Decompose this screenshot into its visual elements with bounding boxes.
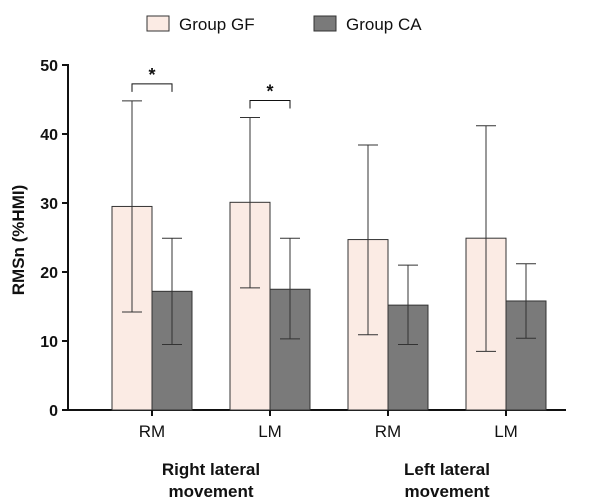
y-tick-label: 50	[40, 58, 58, 75]
x-tick-label: LM	[494, 422, 518, 441]
x-tick-label: RM	[375, 422, 401, 441]
legend-label: Group GF	[179, 15, 255, 34]
legend: Group GF Group CA	[146, 15, 422, 34]
y-tick-label: 10	[40, 334, 58, 351]
significance-bracket	[249, 99, 291, 109]
significance-bracket	[131, 83, 173, 92]
x-tick-label: LM	[258, 422, 282, 441]
x-tick-label: RM	[139, 422, 165, 441]
bar-group-ca	[151, 290, 193, 411]
bar-group-ca	[387, 304, 429, 411]
y-tick-label: 40	[40, 127, 58, 144]
group-label: Left lateral movement	[404, 460, 490, 497]
legend-swatch	[313, 15, 337, 32]
significance-marker: *	[148, 65, 155, 85]
legend-swatch	[146, 15, 170, 32]
plot-area: 0 10 20 30 40 50 RM LM RM LM Right lateral movement…	[40, 58, 566, 497]
y-axis-label: RMSn (%HMI)	[9, 185, 28, 295]
y-tick-label: 30	[40, 196, 58, 213]
legend-label: Group CA	[346, 15, 422, 34]
group-label: Right lateral movement	[162, 460, 260, 497]
y-tick-label: 0	[49, 403, 58, 420]
y-tick-label: 20	[40, 265, 58, 282]
significance-marker: *	[266, 81, 273, 101]
